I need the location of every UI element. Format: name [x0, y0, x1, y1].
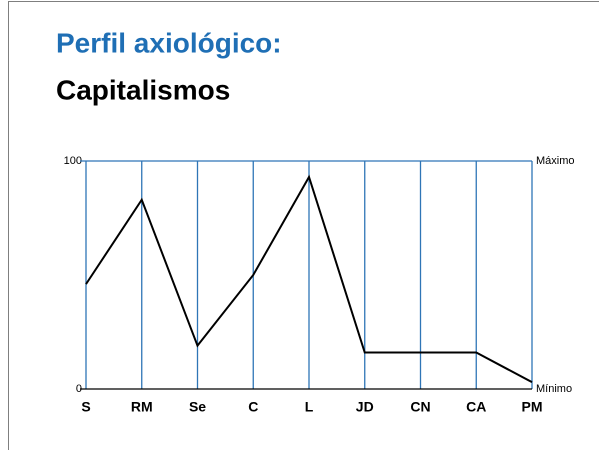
x-tick-label: S [81, 399, 90, 415]
chart-subtitle: Capitalismos [56, 74, 230, 105]
annotation-max: Máximo [536, 155, 575, 167]
x-tick-label: RM [131, 399, 153, 415]
x-tick-label: PM [522, 399, 543, 415]
x-tick-label: C [248, 399, 258, 415]
x-tick-label: Se [189, 399, 206, 415]
y-tick-label: 0 [76, 383, 82, 395]
x-tick-label: L [305, 399, 314, 415]
x-tick-label: CA [466, 399, 486, 415]
annotation-min: Mínimo [536, 383, 572, 395]
x-tick-label: JD [356, 399, 374, 415]
y-tick-label: 100 [64, 155, 82, 167]
x-tick-label: CN [410, 399, 430, 415]
plot: 0 100 Máximo Mínimo S RM Se C L JD CN CA PM [64, 155, 575, 415]
chart-title: Perfil axiológico: [56, 27, 282, 58]
data-line [85, 174, 533, 384]
